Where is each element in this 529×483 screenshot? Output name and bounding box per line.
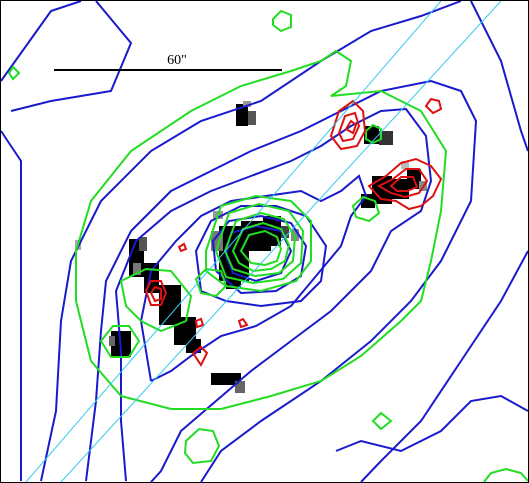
green-contour-set xyxy=(7,9,528,482)
slit-lines xyxy=(25,1,502,482)
scale-bar-label: 60" xyxy=(167,53,187,68)
red-contour-set xyxy=(144,97,443,367)
pixel-emission xyxy=(75,101,427,393)
